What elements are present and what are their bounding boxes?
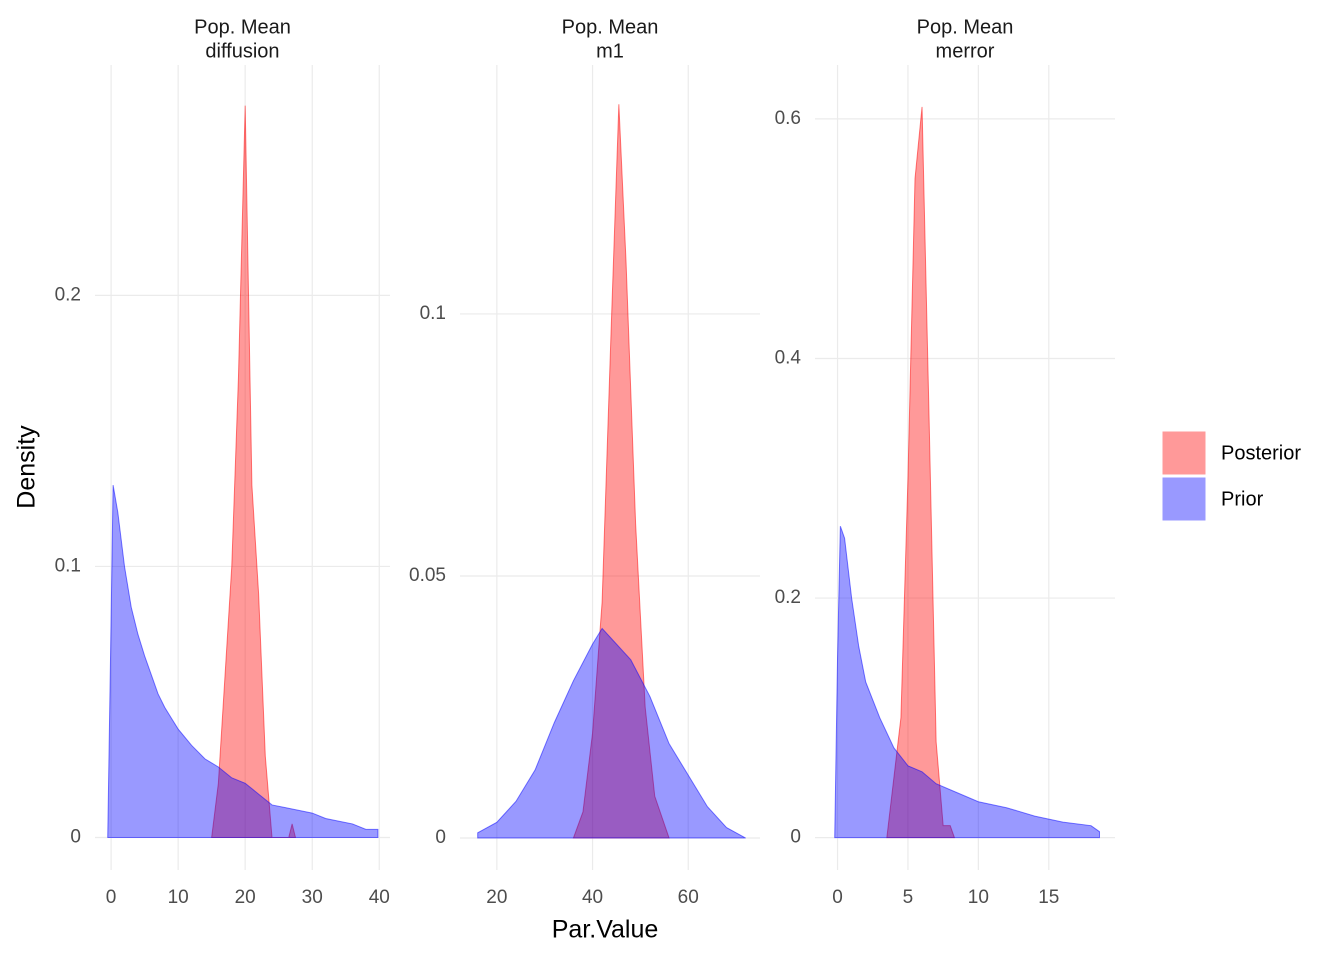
- density-area: [107, 485, 379, 838]
- y-tick-label: 0.4: [775, 348, 802, 369]
- density-area: [834, 526, 1101, 839]
- y-tick-label: 0.1: [55, 555, 81, 576]
- y-tick-label: 0.2: [775, 587, 801, 608]
- legend-key: [1161, 430, 1207, 476]
- y-tick-label: 0: [790, 827, 801, 848]
- density-area: [211, 105, 297, 838]
- x-tick-label: 20: [235, 887, 256, 908]
- x-tick-label: 10: [968, 887, 989, 908]
- legend-label: Posterior: [1221, 442, 1301, 464]
- x-tick-label: 60: [678, 887, 699, 908]
- y-axis-title: Density: [13, 425, 41, 509]
- density-area: [477, 627, 746, 839]
- x-tick-label: 30: [302, 887, 323, 908]
- x-tick-label: 15: [1038, 887, 1059, 908]
- panel-title: merror: [936, 40, 995, 62]
- y-tick-label: 0.1: [420, 303, 446, 324]
- x-tick-label: 10: [168, 887, 189, 908]
- x-tick-label: 0: [832, 887, 843, 908]
- density-area: [572, 104, 670, 839]
- y-tick-label: 0.6: [775, 108, 801, 129]
- panel-title: Pop. Mean: [562, 16, 659, 38]
- density-area: [886, 106, 956, 839]
- x-tick-label: 5: [903, 887, 914, 908]
- x-tick-label: 40: [582, 887, 603, 908]
- panel-title: Pop. Mean: [917, 16, 1014, 38]
- y-tick-label: 0: [70, 826, 81, 847]
- x-axis-title: Par.Value: [552, 916, 659, 944]
- panel-title: diffusion: [205, 40, 279, 62]
- x-tick-label: 20: [486, 887, 507, 908]
- panel-title: Pop. Mean: [194, 16, 291, 38]
- x-tick-label: 0: [106, 887, 117, 908]
- y-tick-label: 0.05: [409, 565, 446, 586]
- panel-title: m1: [596, 40, 624, 62]
- legend-key: [1161, 476, 1207, 522]
- y-tick-label: 0: [435, 827, 446, 848]
- x-tick-label: 40: [369, 887, 390, 908]
- y-tick-label: 0.2: [55, 284, 81, 305]
- legend-label: Prior: [1221, 488, 1264, 510]
